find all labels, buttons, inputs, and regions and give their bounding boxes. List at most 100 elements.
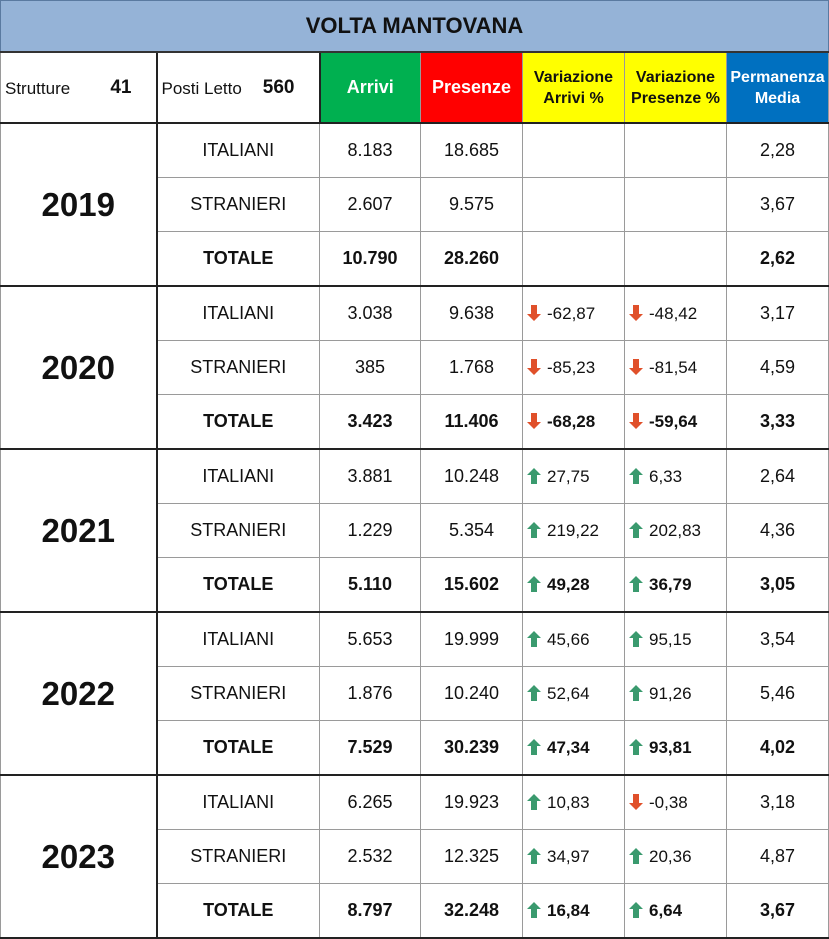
category-cell[interactable]: STRANIERI bbox=[156, 340, 320, 395]
variazione-presenze-cell[interactable]: 202,83 bbox=[624, 503, 727, 558]
arrivi-cell[interactable]: 1.229 bbox=[319, 503, 421, 558]
presenze-cell[interactable]: 19.999 bbox=[420, 611, 523, 667]
presenze-cell[interactable]: 9.575 bbox=[420, 177, 523, 232]
permanenza-cell[interactable]: 3,54 bbox=[725, 611, 829, 667]
variazione-presenze-cell[interactable]: 6,33 bbox=[624, 448, 727, 504]
arrivi-cell[interactable]: 6.265 bbox=[319, 774, 421, 830]
variazione-presenze-cell[interactable] bbox=[624, 122, 727, 178]
presenze-cell[interactable]: 15.602 bbox=[420, 557, 523, 613]
presenze-cell[interactable]: 12.325 bbox=[420, 829, 523, 884]
year-cell[interactable]: 2022 bbox=[0, 611, 158, 776]
arrivi-cell[interactable]: 10.790 bbox=[319, 231, 421, 287]
presenze-cell[interactable]: 10.248 bbox=[420, 448, 523, 504]
presenze-cell[interactable]: 10.240 bbox=[420, 666, 523, 721]
category-cell[interactable]: TOTALE bbox=[156, 231, 320, 287]
permanenza-cell[interactable]: 4,59 bbox=[725, 340, 829, 395]
permanenza-cell[interactable]: 2,28 bbox=[725, 122, 829, 178]
variazione-presenze-cell[interactable]: -59,64 bbox=[624, 394, 727, 450]
permanenza-cell[interactable]: 3,17 bbox=[725, 285, 829, 341]
variazione-arrivi-cell[interactable]: 34,97 bbox=[522, 829, 625, 884]
category-cell[interactable]: STRANIERI bbox=[156, 666, 320, 721]
category-cell[interactable]: TOTALE bbox=[156, 720, 320, 776]
year-cell[interactable]: 2021 bbox=[0, 448, 158, 613]
variazione-presenze-cell[interactable]: 93,81 bbox=[624, 720, 727, 776]
sheet-title[interactable]: VOLTA MANTOVANA bbox=[0, 0, 829, 53]
presenze-cell[interactable]: 18.685 bbox=[420, 122, 523, 178]
variazione-presenze-cell[interactable] bbox=[624, 177, 727, 232]
presenze-cell[interactable]: 9.638 bbox=[420, 285, 523, 341]
variazione-arrivi-cell[interactable]: -85,23 bbox=[522, 340, 625, 395]
permanenza-cell[interactable]: 4,02 bbox=[725, 720, 829, 776]
variazione-arrivi-cell[interactable]: 49,28 bbox=[522, 557, 625, 613]
category-cell[interactable]: ITALIANI bbox=[156, 448, 320, 504]
variazione-arrivi-cell[interactable]: -68,28 bbox=[522, 394, 625, 450]
category-cell[interactable]: TOTALE bbox=[156, 883, 320, 939]
arrivi-cell[interactable]: 385 bbox=[319, 340, 421, 395]
variazione-arrivi-cell[interactable] bbox=[522, 177, 625, 232]
variazione-arrivi-cell[interactable]: 219,22 bbox=[522, 503, 625, 558]
category-cell[interactable]: TOTALE bbox=[156, 557, 320, 613]
year-cell[interactable]: 2019 bbox=[0, 122, 158, 287]
category-cell[interactable]: ITALIANI bbox=[156, 611, 320, 667]
header-variazione-arrivi[interactable]: Variazione Arrivi % bbox=[522, 51, 625, 124]
presenze-cell[interactable]: 30.239 bbox=[420, 720, 523, 776]
arrivi-cell[interactable]: 5.110 bbox=[319, 557, 421, 613]
presenze-cell[interactable]: 5.354 bbox=[420, 503, 523, 558]
variazione-arrivi-cell[interactable]: 16,84 bbox=[522, 883, 625, 939]
header-presenze[interactable]: Presenze bbox=[420, 51, 523, 124]
year-cell[interactable]: 2020 bbox=[0, 285, 158, 450]
variazione-arrivi-cell[interactable]: 52,64 bbox=[522, 666, 625, 721]
variazione-presenze-cell[interactable]: 6,64 bbox=[624, 883, 727, 939]
header-arrivi[interactable]: Arrivi bbox=[319, 51, 421, 124]
arrivi-cell[interactable]: 8.797 bbox=[319, 883, 421, 939]
posti-letto-cell[interactable]: Posti Letto 560 bbox=[156, 51, 321, 124]
arrivi-cell[interactable]: 5.653 bbox=[319, 611, 421, 667]
arrivi-cell[interactable]: 3.038 bbox=[319, 285, 421, 341]
permanenza-cell[interactable]: 5,46 bbox=[725, 666, 829, 721]
variazione-arrivi-cell[interactable]: 27,75 bbox=[522, 448, 625, 504]
permanenza-cell[interactable]: 3,05 bbox=[725, 557, 829, 613]
category-cell[interactable]: ITALIANI bbox=[156, 774, 320, 830]
permanenza-cell[interactable]: 3,33 bbox=[725, 394, 829, 450]
header-permanenza-media[interactable]: Permanenza Media bbox=[725, 51, 829, 124]
strutture-cell[interactable]: Strutture 41 bbox=[0, 51, 158, 124]
arrivi-cell[interactable]: 3.423 bbox=[319, 394, 421, 450]
category-cell[interactable]: TOTALE bbox=[156, 394, 320, 450]
permanenza-cell[interactable]: 4,87 bbox=[725, 829, 829, 884]
variazione-presenze-cell[interactable]: -0,38 bbox=[624, 774, 727, 830]
presenze-cell[interactable]: 19.923 bbox=[420, 774, 523, 830]
presenze-cell[interactable]: 28.260 bbox=[420, 231, 523, 287]
permanenza-cell[interactable]: 2,64 bbox=[725, 448, 829, 504]
presenze-cell[interactable]: 1.768 bbox=[420, 340, 523, 395]
variazione-presenze-cell[interactable]: 36,79 bbox=[624, 557, 727, 613]
variazione-presenze-cell[interactable]: 20,36 bbox=[624, 829, 727, 884]
permanenza-cell[interactable]: 3,67 bbox=[725, 883, 829, 939]
permanenza-cell[interactable]: 3,67 bbox=[725, 177, 829, 232]
variazione-arrivi-cell[interactable] bbox=[522, 122, 625, 178]
arrivi-cell[interactable]: 7.529 bbox=[319, 720, 421, 776]
header-variazione-presenze[interactable]: Variazione Presenze % bbox=[624, 51, 727, 124]
presenze-cell[interactable]: 32.248 bbox=[420, 883, 523, 939]
arrivi-cell[interactable]: 1.876 bbox=[319, 666, 421, 721]
variazione-arrivi-cell[interactable]: 45,66 bbox=[522, 611, 625, 667]
category-cell[interactable]: ITALIANI bbox=[156, 285, 320, 341]
variazione-presenze-cell[interactable] bbox=[624, 231, 727, 287]
category-cell[interactable]: ITALIANI bbox=[156, 122, 320, 178]
variazione-presenze-cell[interactable]: 95,15 bbox=[624, 611, 727, 667]
presenze-cell[interactable]: 11.406 bbox=[420, 394, 523, 450]
variazione-arrivi-cell[interactable]: 10,83 bbox=[522, 774, 625, 830]
variazione-presenze-cell[interactable]: 91,26 bbox=[624, 666, 727, 721]
variazione-presenze-cell[interactable]: -81,54 bbox=[624, 340, 727, 395]
variazione-presenze-cell[interactable]: -48,42 bbox=[624, 285, 727, 341]
arrivi-cell[interactable]: 2.532 bbox=[319, 829, 421, 884]
arrivi-cell[interactable]: 8.183 bbox=[319, 122, 421, 178]
variazione-arrivi-cell[interactable] bbox=[522, 231, 625, 287]
permanenza-cell[interactable]: 2,62 bbox=[725, 231, 829, 287]
year-cell[interactable]: 2023 bbox=[0, 774, 158, 939]
permanenza-cell[interactable]: 4,36 bbox=[725, 503, 829, 558]
arrivi-cell[interactable]: 2.607 bbox=[319, 177, 421, 232]
category-cell[interactable]: STRANIERI bbox=[156, 503, 320, 558]
arrivi-cell[interactable]: 3.881 bbox=[319, 448, 421, 504]
category-cell[interactable]: STRANIERI bbox=[156, 829, 320, 884]
variazione-arrivi-cell[interactable]: 47,34 bbox=[522, 720, 625, 776]
